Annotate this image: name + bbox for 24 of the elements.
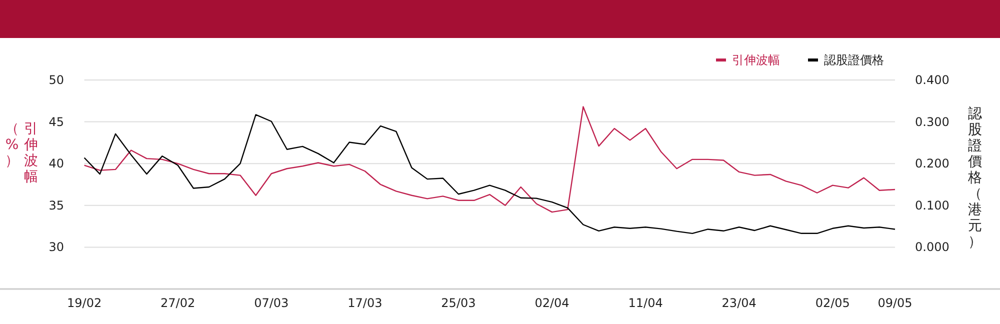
x-tick-label: 09/05 [878, 296, 912, 310]
legend-label: 認股證價格 [824, 53, 884, 67]
y2-tick-label: 0.000 [915, 240, 950, 254]
x-tick-label: 02/04 [534, 296, 570, 310]
y2-tick-label: 0.300 [915, 114, 950, 129]
x-tick-label: 07/03 [254, 296, 289, 310]
x-tick-label: 23/04 [722, 296, 756, 310]
y2-axis-title: 認股證價格（港元） [968, 106, 982, 250]
x-tick-label: 25/03 [441, 296, 476, 310]
y-axis-title: 引伸波幅（%） [5, 121, 38, 185]
y2-tick-label: 0.400 [915, 73, 950, 87]
y2-tick-label: 0.100 [915, 198, 950, 212]
x-tick-label: 02/05 [815, 296, 850, 310]
x-tick-label: 11/04 [628, 296, 663, 310]
x-tick-label: 19/02 [67, 296, 102, 310]
legend-label: 引伸波幅 [732, 53, 780, 67]
y-tick-label: 35 [48, 198, 64, 212]
y-tick-label: 40 [48, 156, 64, 171]
y-tick-label: 50 [48, 73, 64, 87]
x-tick-label: 17/03 [348, 296, 382, 310]
y-tick-label: 45 [48, 114, 64, 129]
y-tick-label: 30 [48, 240, 64, 254]
x-tick-label: 27/02 [160, 296, 196, 310]
y2-tick-label: 0.200 [915, 156, 950, 171]
